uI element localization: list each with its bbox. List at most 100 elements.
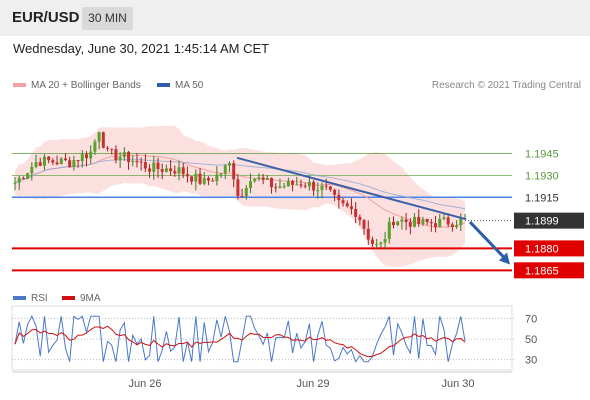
candle-body: [143, 162, 147, 169]
candle-body: [261, 177, 265, 180]
candle-body: [249, 181, 253, 189]
candle-body: [312, 181, 316, 191]
candle-body: [370, 239, 374, 244]
candle-body: [303, 185, 307, 187]
rsi-tick-label: 70: [525, 313, 537, 325]
legend-ma50: MA 50: [157, 80, 203, 91]
candle-body: [194, 173, 198, 182]
legend-ma20: MA 20 + Bollinger Bands: [13, 80, 141, 91]
x-tick-label: Jun 29: [296, 378, 329, 390]
candle-body: [17, 177, 21, 183]
candle-body: [93, 141, 97, 152]
candle-body: [202, 178, 206, 184]
support-label: 1.1865: [525, 265, 559, 277]
candle-body: [442, 217, 446, 219]
candle-body: [148, 168, 152, 172]
candle-body: [345, 203, 349, 207]
credit-text: Research © 2021 Trading Central: [431, 80, 581, 91]
candle-body: [455, 225, 459, 228]
candle-body: [421, 219, 425, 224]
candle-body: [320, 185, 324, 191]
timeframe-badge[interactable]: 30 MIN: [82, 7, 133, 30]
candle-body: [30, 166, 34, 174]
candle-body: [459, 218, 463, 226]
candle-body: [244, 188, 248, 197]
x-tick-label: Jun 30: [441, 378, 474, 390]
chart-datetime: Wednesday, June 30, 2021 1:45:14 AM CET: [13, 41, 270, 56]
candle-body: [434, 223, 438, 227]
candle-body: [387, 221, 391, 240]
candle-body: [177, 167, 181, 174]
candle-body: [227, 163, 231, 166]
candle-body: [89, 151, 93, 159]
target-label: 1.1945: [525, 148, 559, 160]
candle-body: [286, 181, 290, 187]
x-axis: Jun 26 Jun 29 Jun 30: [12, 371, 512, 390]
ma50-line: [14, 159, 466, 210]
candle-body: [349, 206, 353, 209]
candle-body: [169, 168, 173, 172]
support-box: [514, 262, 584, 279]
candle-body: [76, 160, 80, 162]
candle-body: [185, 174, 189, 177]
bollinger-band: [15, 125, 465, 267]
candle-body: [236, 179, 240, 197]
candle-body: [164, 168, 168, 172]
candle-body: [307, 181, 311, 187]
legend-9ma: 9MA: [62, 293, 101, 304]
candle-body: [110, 148, 114, 150]
trendline-layer: [236, 156, 510, 265]
level-labels-layer: 1.1945 1.1930 1.1915 1.1899 1.1880 1.1865: [514, 148, 584, 279]
candle-body: [63, 158, 67, 161]
rsi-label: RSI: [31, 293, 48, 304]
candle-body: [114, 149, 118, 160]
candle-body: [38, 162, 42, 166]
candle-body: [118, 157, 122, 160]
candle-body: [299, 184, 303, 186]
candle-body: [55, 162, 59, 165]
forecast-arrow: [468, 221, 508, 261]
ma9-swatch: [62, 296, 75, 301]
last-price-label: 1.1899: [525, 216, 559, 228]
forecast-arrowhead: [499, 252, 510, 265]
x-tick-label: Jun 26: [128, 378, 161, 390]
pair-symbol: EUR/USD: [12, 9, 80, 26]
candle-body: [181, 167, 185, 175]
candle-body: [26, 173, 30, 179]
resistance-trendline: [236, 156, 467, 221]
ma20-label: MA 20 + Bollinger Bands: [31, 80, 141, 91]
candle-body: [438, 218, 442, 227]
rsi-swatch: [13, 296, 26, 301]
candle-body: [400, 219, 404, 222]
ma50-swatch: [157, 83, 170, 88]
candle-body: [127, 151, 131, 162]
bollinger-band-layer: [15, 125, 465, 267]
candle-body: [270, 177, 274, 188]
candle-body: [47, 156, 51, 161]
candle-body: [139, 161, 143, 163]
candle-body: [223, 165, 227, 174]
support-box: [514, 240, 584, 257]
candle-body: [408, 221, 412, 227]
candle-body: [206, 178, 210, 181]
candle-body: [375, 243, 379, 245]
candle-body: [257, 177, 261, 179]
candle-body: [84, 154, 88, 159]
ma50-label: MA 50: [175, 80, 204, 91]
rsi-tick-label: 30: [525, 355, 537, 367]
rsi-ma9-line: [14, 325, 466, 358]
candle-body: [135, 161, 139, 163]
candle-body: [80, 154, 84, 162]
last-price-box: [514, 212, 584, 229]
candles-layer: [13, 131, 467, 250]
candle-body: [97, 132, 101, 142]
candle-body: [337, 194, 341, 201]
candle-body: [417, 216, 421, 224]
candle-body: [68, 160, 72, 167]
candle-body: [131, 161, 135, 163]
moving-average-layer: [14, 154, 466, 228]
candle-body: [34, 162, 38, 167]
candle-body: [265, 177, 269, 180]
candle-body: [278, 186, 282, 188]
candle-body: [156, 162, 160, 170]
